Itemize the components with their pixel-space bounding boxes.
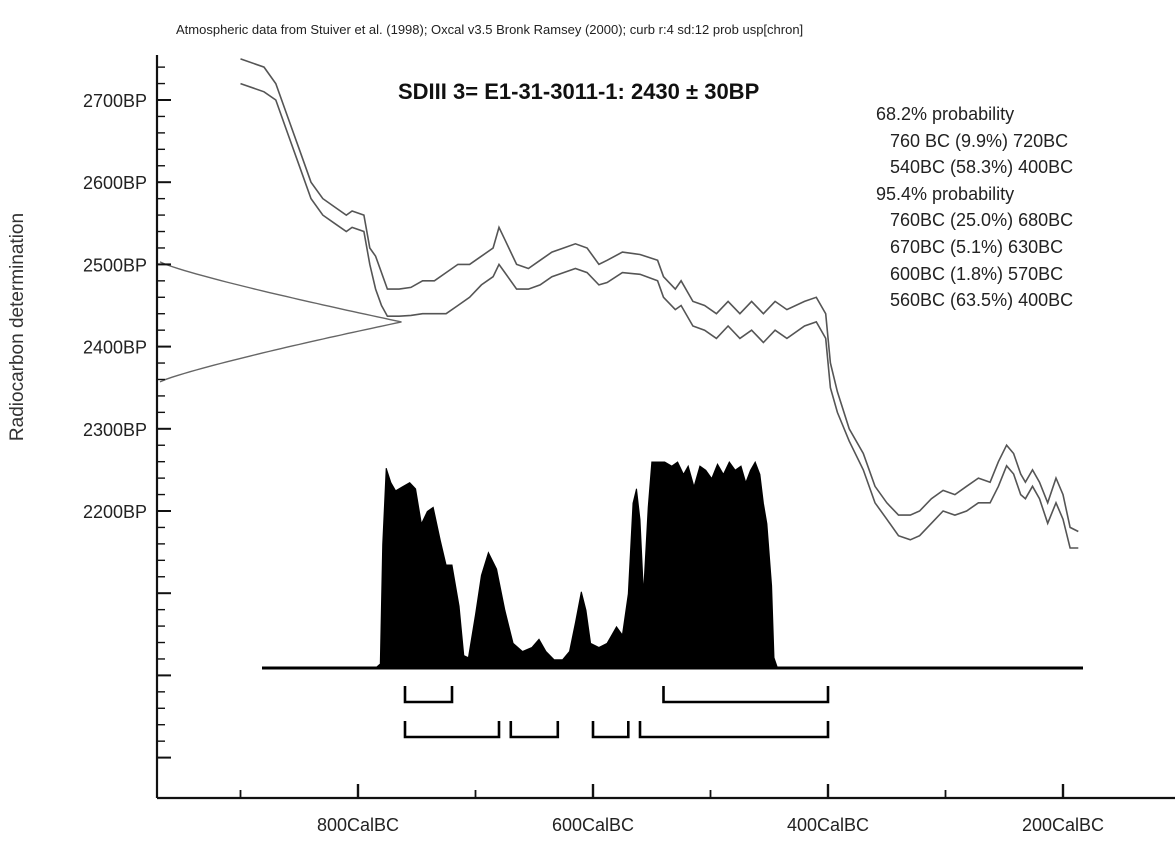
measurement-lower-edge [159,321,402,383]
x-tick-label: 800CalBC [317,815,399,835]
measurement-upper-edge [159,261,402,323]
probability-header: 68.2% probability [876,104,1015,124]
calibrated-distribution-group [262,460,1083,670]
probability-range: 540BC (58.3%) 400BC [890,157,1074,178]
range-bracket-95 [403,721,501,739]
range-bracket-95 [509,721,560,739]
y-tick-label: 2700BP [83,91,147,111]
probability-range: 760 BC (9.9%) 720BC [890,130,1069,151]
x-tick-label: 200CalBC [1022,815,1104,835]
probability-annotations: 68.2% probability 760 BC (9.9%) 720BC 540B… [876,101,1073,314]
range-bracket-95 [638,721,830,739]
calibrated-distribution-area [374,460,779,669]
probability-range: 760BC (25.0%) 680BC [890,210,1074,231]
x-tick-label: 400CalBC [787,815,869,835]
calibration-curve-upper [240,58,1079,533]
y-tick-label: 2200BP [83,502,147,522]
y-tick-label: 2300BP [83,420,147,440]
probability-header: 95.4% probability [876,183,1015,204]
range-brackets-group [403,686,830,739]
range-bracket-68 [403,686,454,704]
y-tick-label: 2500BP [83,255,147,275]
axes-group: 2700BP 2600BP 2500BP 2400BP 2300BP 2200BP 800C… [83,55,1175,835]
range-bracket-95 [591,721,630,739]
calibration-curve-lower [240,82,1079,549]
y-tick-label: 2400BP [83,338,147,358]
range-bracket-68 [662,686,830,704]
calibration-curve-group [240,58,1079,549]
chart-title: SDIII 3= E1-31-3011-1: 2430 ± 30BP [398,79,760,104]
probability-range: 600BC (1.8%) 570BC [890,263,1064,284]
probability-range: 670BC (5.1%) 630BC [890,236,1064,257]
chart-header-source-note: Atmospheric data from Stuiver et al. (19… [176,22,804,37]
probability-range: 560BC (63.5%) 400BC [890,290,1074,311]
y-tick-label: 2600BP [83,173,147,193]
measurement-distribution-group [159,261,402,383]
x-tick-label: 600CalBC [552,815,634,835]
